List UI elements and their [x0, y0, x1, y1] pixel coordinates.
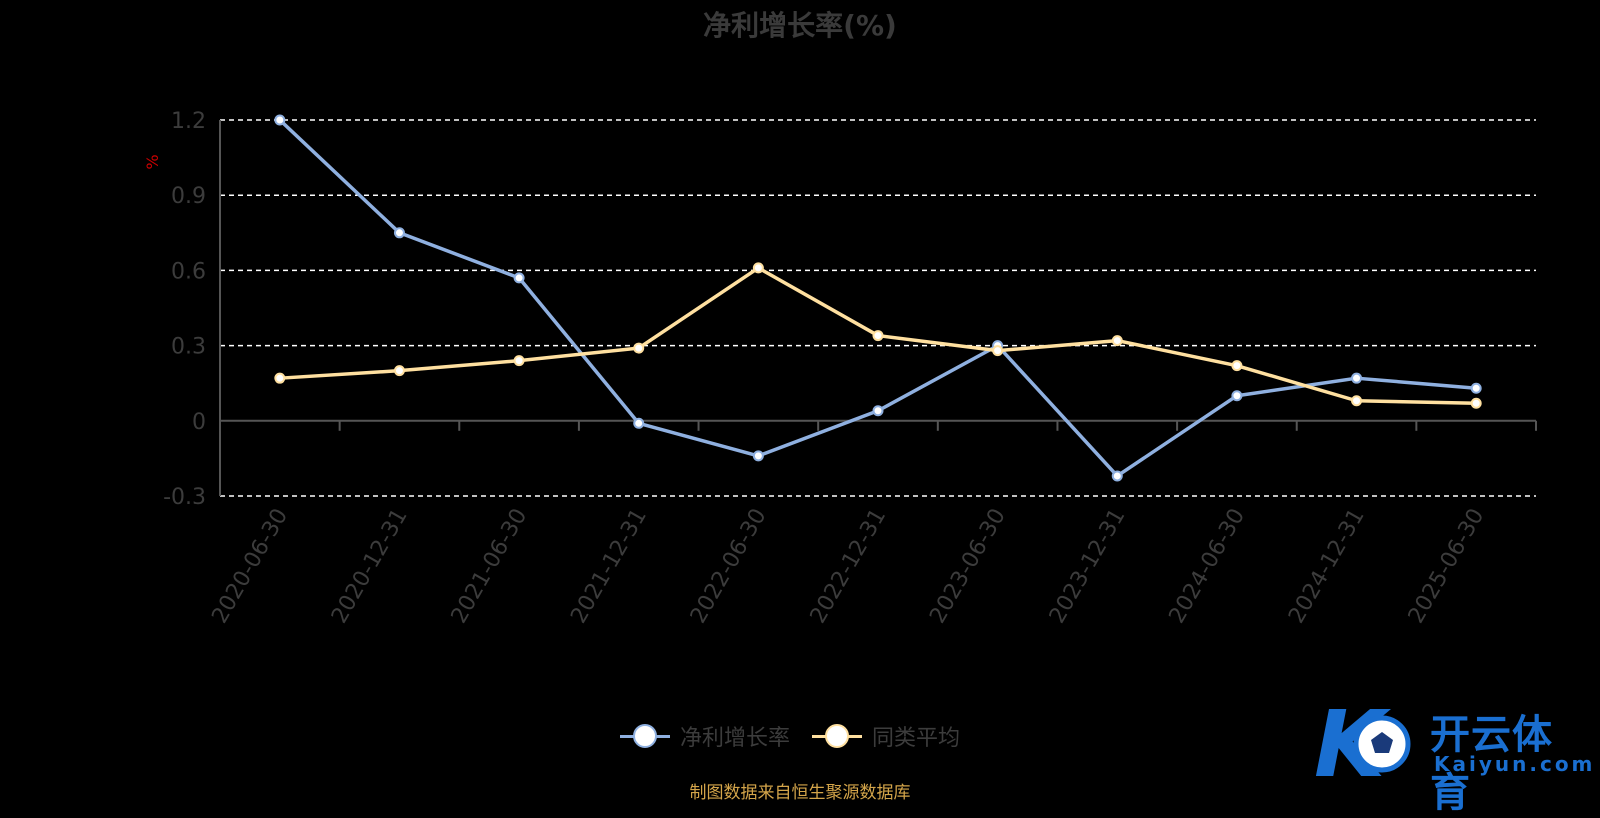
series-2-point[interactable] — [274, 372, 286, 384]
series-2-point[interactable] — [872, 330, 884, 342]
legend: 净利增长率 同类平均 — [620, 720, 960, 752]
x-tick-label: 2020-06-30 — [207, 505, 293, 628]
x-tick-label: 2021-06-30 — [447, 505, 533, 628]
line-chart: 1.2 0.9 0.6 0.3 0 -0.3% 2020-06-30 2020-12-31 20… — [143, 109, 1537, 628]
series-1-point[interactable] — [1470, 382, 1482, 394]
x-tick-label: 2024-12-31 — [1284, 505, 1370, 628]
x-tick-label: 2021-12-31 — [566, 505, 652, 628]
legend-swatch-series-2 — [812, 722, 863, 750]
series-1-point[interactable] — [393, 227, 405, 239]
series-2-point[interactable] — [513, 355, 525, 367]
x-tick-label: 2023-12-31 — [1045, 505, 1131, 628]
legend-label-series-2: 同类平均 — [872, 726, 961, 751]
x-tick-label: 2022-06-30 — [686, 505, 772, 628]
series-1-point[interactable] — [513, 272, 525, 284]
y-tick-label: 0.6 — [171, 259, 206, 284]
series-2-point[interactable] — [1231, 360, 1243, 372]
x-tick-label: 2025-06-30 — [1404, 505, 1490, 628]
x-tick-label: 2024-06-30 — [1165, 505, 1251, 628]
x-tick-label: 2020-12-31 — [327, 505, 413, 628]
series-1-point[interactable] — [1231, 390, 1243, 402]
series-1-point[interactable] — [633, 417, 645, 429]
y-tick-label: 1.2 — [171, 109, 206, 134]
series-2-point[interactable] — [1111, 335, 1123, 347]
series-1-point[interactable] — [752, 450, 764, 462]
series-2-point[interactable] — [1470, 397, 1482, 409]
tick-labels: 1.2 0.9 0.6 0.3 0 -0.3% 2020-06-30 2020-12-31 20… — [143, 109, 1489, 628]
series-lines — [274, 114, 1482, 482]
series-2-point[interactable] — [633, 342, 645, 354]
y-tick-label: -0.3 — [163, 485, 206, 510]
watermark-url: Kaiyun.com — [1434, 752, 1596, 776]
series-1-point[interactable] — [1111, 470, 1123, 482]
x-tick-label: 2023-06-30 — [925, 505, 1011, 628]
series-1-point[interactable] — [872, 405, 884, 417]
source-note: 制图数据来自恒生聚源数据库 — [689, 783, 911, 803]
chart-title: 净利增长率(%) — [703, 9, 897, 42]
series-1-point[interactable] — [274, 114, 286, 126]
logo-icon: K — [1314, 691, 1411, 798]
legend-swatch-series-1 — [620, 722, 670, 750]
axes — [219, 120, 1537, 496]
y-tick-label: 0.3 — [171, 335, 206, 360]
series-2-point[interactable] — [393, 365, 405, 377]
legend-label-series-1: 净利增长率 — [680, 726, 791, 751]
series-2-point[interactable] — [992, 345, 1004, 357]
series-2-point[interactable] — [752, 262, 764, 274]
y-tick-label: 0.9 — [171, 184, 206, 209]
y-tick-label: 0 — [192, 410, 206, 435]
grid-lines — [220, 119, 1536, 497]
legend-item-series-2[interactable]: 同类平均 — [812, 720, 960, 752]
legend-item-series-1[interactable]: 净利增长率 — [620, 720, 790, 752]
series-1-point[interactable] — [1351, 372, 1363, 384]
series-2-point[interactable] — [1351, 395, 1363, 407]
y-axis-label: % — [143, 154, 162, 169]
x-tick-label: 2022-12-31 — [806, 505, 892, 628]
